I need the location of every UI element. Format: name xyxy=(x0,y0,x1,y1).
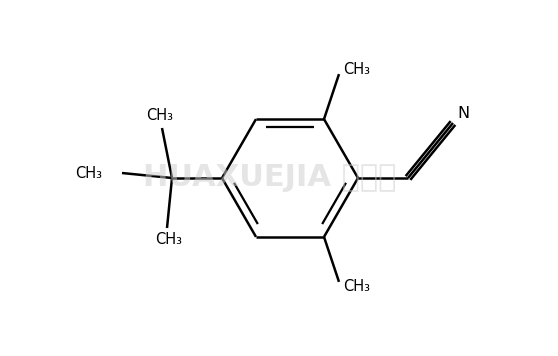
Text: CH₃: CH₃ xyxy=(147,109,174,124)
Text: CH₃: CH₃ xyxy=(75,166,102,180)
Text: N: N xyxy=(457,105,469,120)
Text: HUAXUEJIA 化学加: HUAXUEJIA 化学加 xyxy=(143,163,397,193)
Text: CH₃: CH₃ xyxy=(344,279,371,294)
Text: CH₃: CH₃ xyxy=(344,62,371,77)
Text: CH₃: CH₃ xyxy=(156,232,182,247)
